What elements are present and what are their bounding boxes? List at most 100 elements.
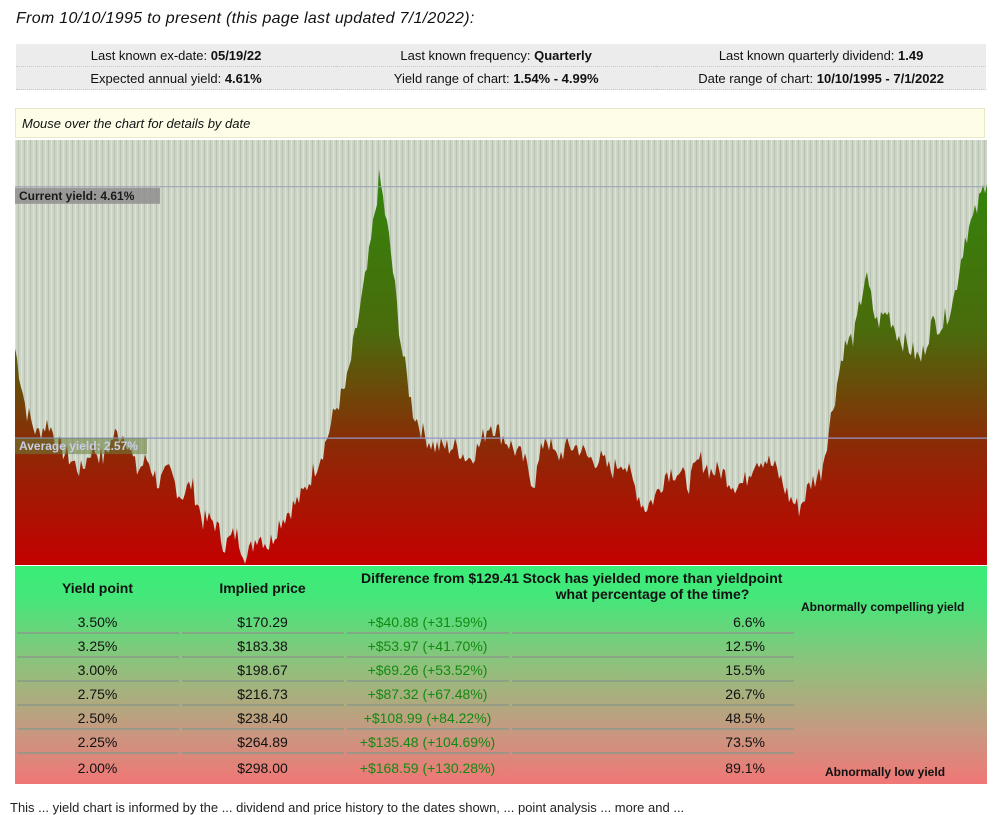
chart-stripe bbox=[594, 140, 595, 565]
chart-stripe bbox=[753, 140, 754, 565]
current-yield-label: Current yield: 4.61% bbox=[19, 189, 135, 203]
chart-stripe bbox=[495, 140, 496, 565]
chart-stripe bbox=[723, 140, 724, 565]
chart-stripe bbox=[141, 140, 142, 565]
chart-stripe bbox=[690, 140, 691, 565]
yield-point-table: Yield point Implied price Difference fro… bbox=[15, 566, 987, 784]
chart-stripe bbox=[576, 140, 577, 565]
chart-stripe bbox=[546, 140, 547, 565]
chart-stripe bbox=[267, 140, 268, 565]
chart-stripe bbox=[813, 140, 814, 565]
chart-stripe bbox=[96, 140, 97, 565]
cell-diff: +$108.99 (+84.22%) bbox=[363, 710, 492, 726]
chart-stripe bbox=[600, 140, 601, 565]
chart-stripe bbox=[543, 140, 544, 565]
cell-diff: +$135.48 (+104.69%) bbox=[359, 734, 496, 750]
yield-chart[interactable]: Current yield: 4.61% Average yield: 2.57… bbox=[15, 140, 987, 565]
page-heading: From 10/10/1995 to present (this page la… bbox=[16, 10, 475, 27]
chart-stripe bbox=[54, 140, 55, 565]
note-low-yield: Abnormally low yield bbox=[825, 765, 946, 779]
cell-price: $198.67 bbox=[237, 662, 288, 678]
dividend-summary: Last known ex-date: 05/19/22 Last known … bbox=[16, 44, 986, 90]
chart-stripe bbox=[273, 140, 274, 565]
chart-stripe bbox=[588, 140, 589, 565]
chart-stripe bbox=[921, 140, 922, 565]
cell-pct: 15.5% bbox=[725, 662, 765, 678]
chart-stripe bbox=[213, 140, 214, 565]
chart-stripe bbox=[312, 140, 313, 565]
col-price-header: Implied price bbox=[219, 580, 306, 596]
chart-stripe bbox=[597, 140, 598, 565]
chart-stripe bbox=[615, 140, 616, 565]
cell-price: $170.29 bbox=[237, 614, 288, 630]
chart-stripe bbox=[246, 140, 247, 565]
chart-stripe bbox=[579, 140, 580, 565]
chart-stripe bbox=[693, 140, 694, 565]
chart-stripe bbox=[153, 140, 154, 565]
chart-stripe bbox=[570, 140, 571, 565]
col-diff-header: Difference from $129.41 bbox=[361, 570, 519, 586]
chart-stripe bbox=[468, 140, 469, 565]
chart-stripe bbox=[477, 140, 478, 565]
col-pct-header: Stock has yielded more than yieldpoint w… bbox=[522, 570, 783, 602]
chart-stripe bbox=[402, 140, 403, 565]
chart-stripe bbox=[291, 140, 292, 565]
chart-stripe bbox=[132, 140, 133, 565]
chart-stripe bbox=[627, 140, 628, 565]
chart-stripe bbox=[699, 140, 700, 565]
chart-stripe bbox=[603, 140, 604, 565]
chart-stripe bbox=[837, 140, 838, 565]
chart-stripe bbox=[72, 140, 73, 565]
chart-stripe bbox=[801, 140, 802, 565]
chart-stripe bbox=[93, 140, 94, 565]
chart-stripe bbox=[285, 140, 286, 565]
chart-stripe bbox=[609, 140, 610, 565]
table-row: 2.25% $264.89 +$135.48 (+104.69%) 73.5% bbox=[15, 730, 795, 754]
chart-stripe bbox=[222, 140, 223, 565]
chart-stripe bbox=[345, 140, 346, 565]
chart-stripe bbox=[645, 140, 646, 565]
cell-yield: 3.50% bbox=[77, 614, 118, 630]
yield-range-value: 1.54% - 4.99% bbox=[513, 70, 599, 86]
chart-stripes bbox=[15, 140, 985, 565]
chart-stripe bbox=[168, 140, 169, 565]
chart-stripe bbox=[657, 140, 658, 565]
chart-stripe bbox=[39, 140, 40, 565]
chart-stripe bbox=[339, 140, 340, 565]
table-row: 2.00% $298.00 +$168.59 (+130.28%) 89.1% bbox=[15, 756, 795, 780]
chart-stripe bbox=[462, 140, 463, 565]
chart-stripe bbox=[297, 140, 298, 565]
chart-stripe bbox=[270, 140, 271, 565]
cell-pct: 48.5% bbox=[725, 710, 765, 726]
chart-stripe bbox=[330, 140, 331, 565]
chart-stripe bbox=[87, 140, 88, 565]
chart-stripe bbox=[63, 140, 64, 565]
chart-stripe bbox=[915, 140, 916, 565]
cell-price: $298.00 bbox=[237, 760, 288, 776]
chart-stripe bbox=[318, 140, 319, 565]
cell-diff: +$40.88 (+31.59%) bbox=[367, 614, 488, 630]
chart-stripe bbox=[216, 140, 217, 565]
cell-pct: 26.7% bbox=[725, 686, 765, 702]
chart-stripe bbox=[762, 140, 763, 565]
chart-stripe bbox=[834, 140, 835, 565]
table-row: 3.00% $198.67 +$69.26 (+53.52%) 15.5% bbox=[15, 658, 795, 682]
chart-stripe bbox=[555, 140, 556, 565]
chart-stripe bbox=[201, 140, 202, 565]
chart-stripe bbox=[621, 140, 622, 565]
chart-stripe bbox=[711, 140, 712, 565]
chart-stripe bbox=[42, 140, 43, 565]
chart-stripe bbox=[489, 140, 490, 565]
chart-stripe bbox=[465, 140, 466, 565]
chart-stripe bbox=[324, 140, 325, 565]
chart-stripe bbox=[237, 140, 238, 565]
chart-stripe bbox=[687, 140, 688, 565]
chart-stripe bbox=[171, 140, 172, 565]
chart-stripe bbox=[819, 140, 820, 565]
frequency-cell: Last known frequency: Quarterly bbox=[336, 44, 657, 67]
chart-stripe bbox=[429, 140, 430, 565]
chart-stripe bbox=[528, 140, 529, 565]
chart-stripe bbox=[798, 140, 799, 565]
chart-stripe bbox=[681, 140, 682, 565]
chart-stripe bbox=[747, 140, 748, 565]
